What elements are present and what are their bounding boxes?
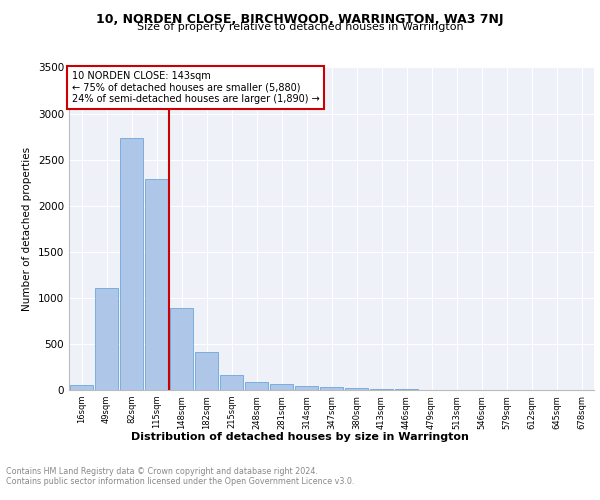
Text: 10 NORDEN CLOSE: 143sqm
← 75% of detached houses are smaller (5,880)
24% of semi: 10 NORDEN CLOSE: 143sqm ← 75% of detache… (71, 70, 319, 104)
Bar (95, 288, 118, 390)
Text: Contains public sector information licensed under the Open Government Licence v3: Contains public sector information licen… (6, 478, 355, 486)
Bar (195, 352, 218, 390)
Bar (245, 382, 268, 390)
Bar (295, 386, 318, 390)
Bar (220, 375, 243, 390)
Bar (145, 179, 168, 390)
Text: Distribution of detached houses by size in Warrington: Distribution of detached houses by size … (131, 432, 469, 442)
Text: Size of property relative to detached houses in Warrington: Size of property relative to detached ho… (137, 22, 463, 32)
Text: Contains HM Land Registry data © Crown copyright and database right 2024.: Contains HM Land Registry data © Crown c… (6, 468, 318, 476)
Bar (170, 308, 193, 390)
Bar (120, 138, 143, 390)
Bar (70, 386, 93, 390)
Bar (320, 387, 343, 390)
Bar (370, 389, 393, 390)
Bar (270, 384, 293, 390)
Y-axis label: Number of detached properties: Number of detached properties (22, 146, 32, 311)
Text: 10, NORDEN CLOSE, BIRCHWOOD, WARRINGTON, WA3 7NJ: 10, NORDEN CLOSE, BIRCHWOOD, WARRINGTON,… (96, 12, 504, 26)
Bar (345, 388, 368, 390)
